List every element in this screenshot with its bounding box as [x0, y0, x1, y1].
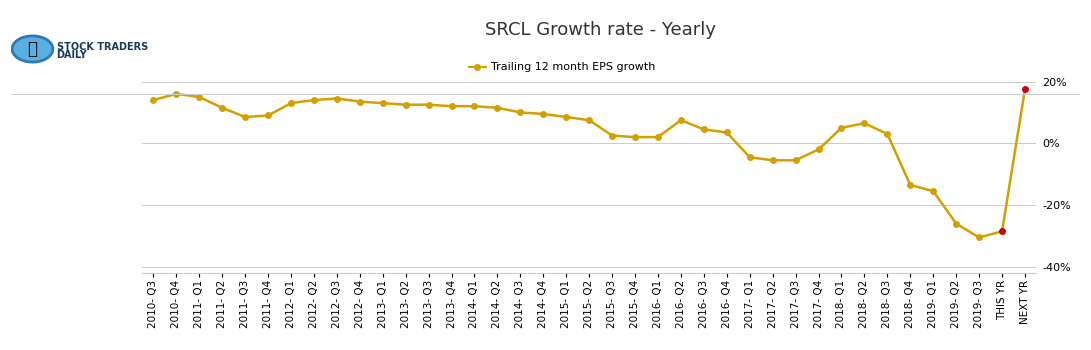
- Circle shape: [12, 36, 52, 62]
- Text: 📊: 📊: [27, 40, 37, 58]
- Text: SRCL Growth rate - Yearly: SRCL Growth rate - Yearly: [484, 21, 716, 39]
- Legend: Trailing 12 month EPS growth: Trailing 12 month EPS growth: [465, 58, 660, 77]
- Text: DAILY: DAILY: [57, 50, 87, 60]
- Text: STOCK TRADERS: STOCK TRADERS: [57, 42, 147, 52]
